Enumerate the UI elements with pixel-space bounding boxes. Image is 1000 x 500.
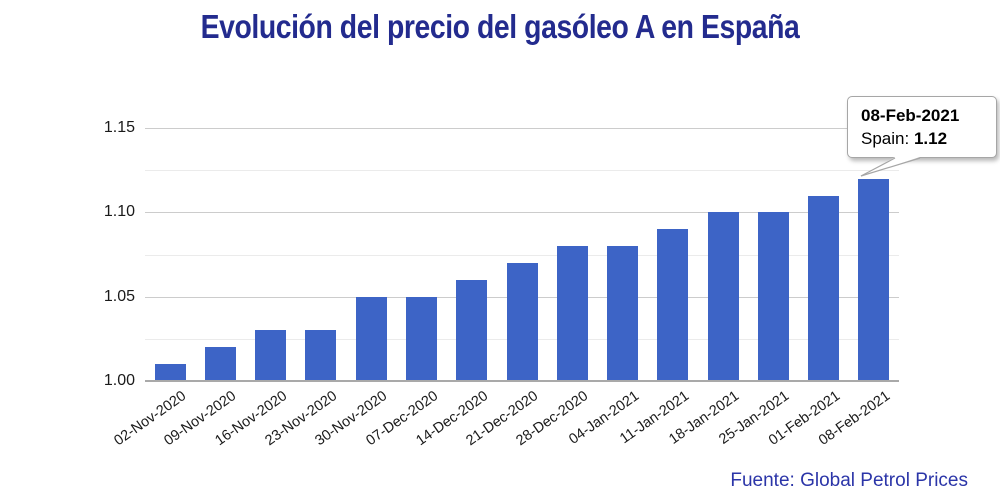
tooltip-pointer [860, 157, 921, 177]
bar-30-Nov-2020[interactable] [355, 296, 387, 381]
tooltip-series-label: Spain: [861, 129, 910, 148]
y-tick-label: 1.15 [103, 119, 135, 136]
gridline-major [145, 128, 899, 129]
bar-11-Jan-2021[interactable] [657, 229, 689, 381]
chart-title: Evolución del precio del gasóleo A en Es… [200, 8, 800, 45]
tooltip: 08-Feb-2021 Spain: 1.12 [847, 96, 997, 158]
y-tick-label: 1.10 [103, 203, 135, 221]
tooltip-value: 1.12 [913, 129, 948, 148]
bar-28-Dec-2020[interactable] [556, 246, 588, 381]
bar-14-Dec-2020[interactable] [456, 279, 488, 381]
gridline-major [145, 212, 899, 214]
bar-18-Jan-2021[interactable] [707, 212, 739, 381]
plot-area [145, 128, 899, 382]
tooltip-date: 08-Feb-2021 [861, 106, 960, 125]
bar-02-Nov-2020[interactable] [154, 364, 186, 381]
bar-16-Nov-2020[interactable] [255, 330, 287, 381]
bar-09-Nov-2020[interactable] [204, 347, 236, 381]
bar-23-Nov-2020[interactable] [305, 330, 337, 381]
x-axis-line [145, 380, 899, 382]
bar-01-Feb-2021[interactable] [808, 195, 840, 381]
bar-25-Jan-2021[interactable] [757, 212, 789, 381]
y-tick-label: 1.05 [103, 287, 135, 305]
source-credit: Fuente: Global Petrol Prices [730, 470, 968, 491]
bar-07-Dec-2020[interactable] [406, 296, 437, 381]
gridline-minor [145, 254, 899, 256]
bar-08-Feb-2021[interactable] [858, 178, 890, 381]
bar-21-Dec-2020[interactable] [506, 262, 538, 381]
y-tick-label: 1.00 [103, 372, 135, 389]
bar-04-Jan-2021[interactable] [607, 246, 638, 381]
gridline-minor [145, 170, 899, 172]
tooltip-value-line: Spain: 1.12 [861, 127, 996, 150]
